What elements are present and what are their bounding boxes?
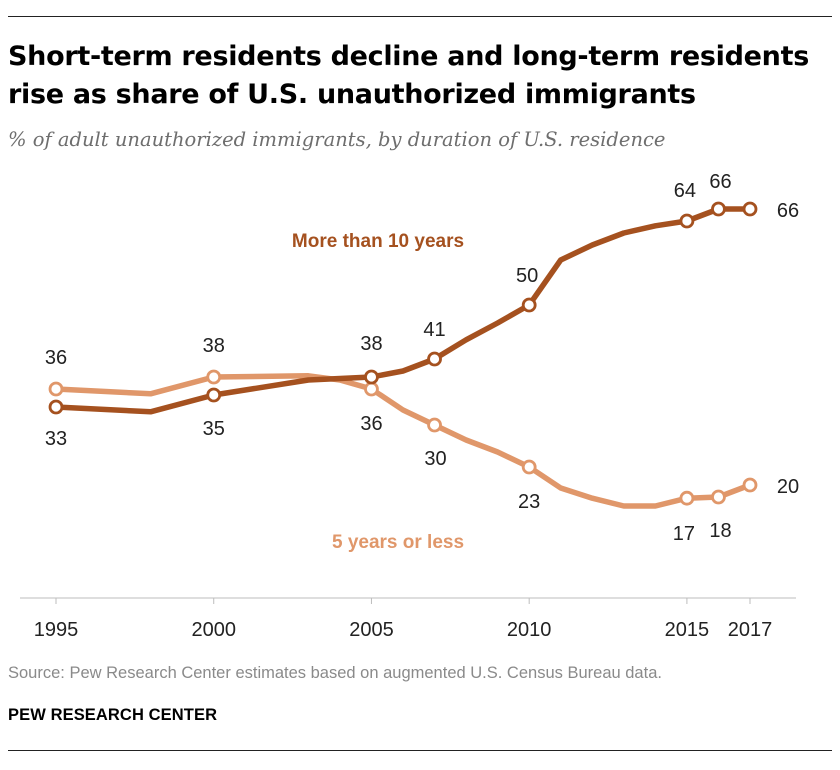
source-note: Source: Pew Research Center estimates ba… <box>8 664 662 682</box>
data-label: 36 <box>360 413 382 435</box>
series-label-short-term: 5 years or less <box>332 532 464 553</box>
data-label: 33 <box>45 428 67 450</box>
x-tick-label: 2017 <box>728 619 773 641</box>
series-label-long-term: More than 10 years <box>292 231 464 252</box>
data-label: 66 <box>709 171 731 193</box>
chart-title: Short-term residents decline and long-te… <box>8 41 809 110</box>
x-tick-label: 1995 <box>34 619 79 641</box>
data-point-marker <box>48 381 64 397</box>
data-label: 23 <box>518 491 540 513</box>
data-point-marker <box>206 369 222 385</box>
data-label: 50 <box>516 265 538 287</box>
data-point-marker <box>679 490 695 506</box>
data-label: 36 <box>45 347 67 369</box>
data-label: 20 <box>777 476 799 498</box>
data-label: 17 <box>673 523 695 545</box>
data-label: 38 <box>360 333 382 355</box>
data-label: 35 <box>203 418 225 440</box>
data-label: 64 <box>674 180 696 202</box>
x-tick-label: 2000 <box>191 619 236 641</box>
data-point-marker <box>427 417 442 433</box>
x-axis: 1995 2000 2005 2010 2015 2017 <box>20 597 796 641</box>
top-rule <box>8 16 832 17</box>
series-line-long-term <box>53 206 753 415</box>
data-point-marker <box>742 477 758 493</box>
x-tick-label: 2005 <box>349 619 394 641</box>
data-point-marker <box>364 369 379 385</box>
data-point-marker <box>521 297 537 313</box>
data-label: 66 <box>777 200 799 222</box>
data-point-marker <box>206 387 222 403</box>
data-point-marker <box>427 351 442 367</box>
data-label: 41 <box>423 319 445 341</box>
x-tick-label: 2015 <box>665 619 710 641</box>
series-line-short-term <box>53 373 753 509</box>
data-point-marker <box>711 201 726 217</box>
bottom-rule <box>8 750 832 751</box>
x-tick-label: 2010 <box>507 619 552 641</box>
data-point-marker <box>48 399 64 415</box>
data-point-marker <box>521 459 537 475</box>
data-point-marker <box>742 201 758 217</box>
data-point-marker <box>711 489 726 505</box>
data-label: 30 <box>424 448 446 470</box>
data-label: 38 <box>203 335 225 357</box>
series-lines <box>48 201 758 509</box>
data-labels: 33 35 38 41 50 64 66 66 36 38 36 30 23 17 18 20 <box>45 171 799 545</box>
data-label: 18 <box>709 520 731 542</box>
data-point-marker <box>679 213 695 229</box>
brand-logo-text: PEW RESEARCH CENTER <box>8 706 218 724</box>
data-point-marker <box>364 381 379 397</box>
chart-subtitle: % of adult unauthorized immigrants, by d… <box>8 128 666 151</box>
